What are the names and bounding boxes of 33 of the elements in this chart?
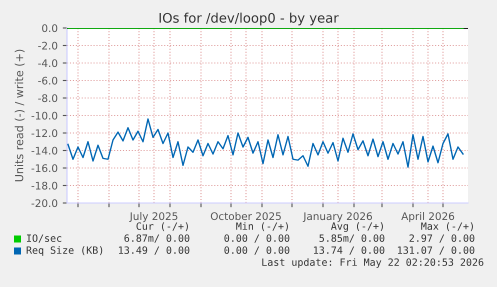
text: 0.00 / 0.00 bbox=[224, 246, 290, 255]
y-tick-label: -4.0 bbox=[38, 59, 58, 68]
x-tick-label: October 2025 bbox=[210, 212, 281, 220]
y-tick-label: -20.0 bbox=[32, 199, 58, 208]
y-tick-label: -2.0 bbox=[38, 42, 58, 50]
text: Cur (-/+) bbox=[136, 222, 188, 232]
y-tick-label: 0.0 bbox=[42, 24, 58, 32]
text: 131.07 / 0.00 bbox=[398, 246, 474, 255]
text: 0.00 / 0.00 bbox=[224, 234, 290, 243]
chart-title: IOs for /dev/loop0 - by year bbox=[160, 12, 339, 26]
y-tick-label: -14.0 bbox=[32, 146, 58, 155]
y-tick-label: -16.0 bbox=[32, 164, 58, 172]
legend-label: IO/sec bbox=[26, 234, 62, 243]
x-tick-label: January 2026 bbox=[302, 212, 372, 222]
text: Last update: Fri May 22 02:20:53 2026 bbox=[262, 258, 484, 268]
text: 5.85m/ 0.00 bbox=[319, 234, 384, 243]
text: 13.74 / 0.00 bbox=[314, 246, 384, 255]
x-tick-label: July 2025 bbox=[129, 212, 178, 222]
y-tick-label: -6.0 bbox=[38, 76, 58, 85]
y-axis-title: Units read (-) / write (+) bbox=[14, 50, 25, 182]
y-tick-label: -18.0 bbox=[32, 182, 58, 190]
text: Min (-/+) bbox=[236, 222, 288, 232]
y-tick-label: -10.0 bbox=[32, 112, 58, 120]
y-tick-label: -12.0 bbox=[32, 129, 58, 138]
text: Max (-/+) bbox=[421, 222, 473, 232]
text: 13.49 / 0.00 bbox=[118, 246, 190, 255]
text: Avg (-/+) bbox=[331, 222, 383, 232]
line-series bbox=[67, 118, 464, 168]
y-tick-label: -8.0 bbox=[38, 94, 58, 102]
x-tick-label: April 2026 bbox=[401, 212, 454, 222]
legend-label: Req Size (KB) bbox=[26, 246, 102, 256]
text: 2.97 / 0.00 bbox=[410, 234, 474, 243]
text: 6.87m/ 0.00 bbox=[124, 234, 190, 243]
